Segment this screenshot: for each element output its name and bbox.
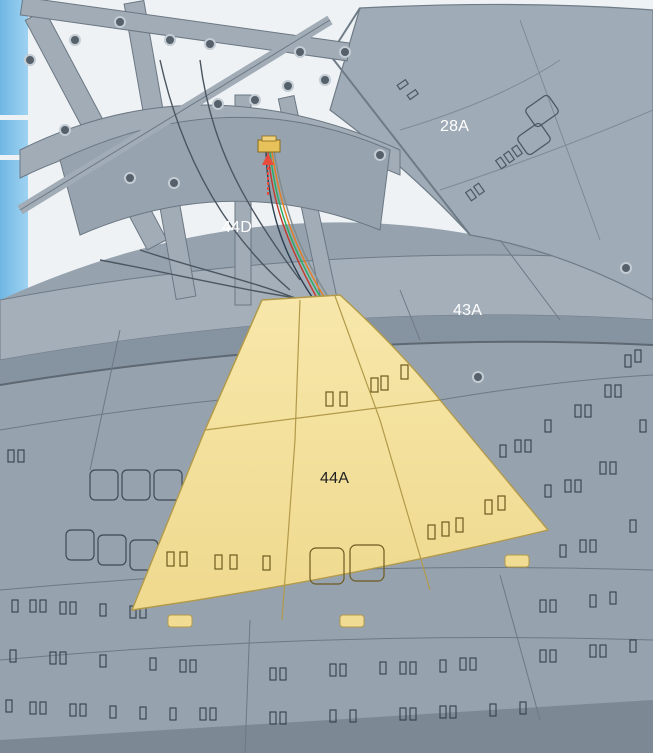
inner-frame-spokes bbox=[17, 0, 401, 306]
lower-ring-panels bbox=[65, 469, 183, 571]
frame-bolts bbox=[24, 16, 632, 383]
connector-plug-icon bbox=[257, 135, 281, 153]
lower-ring-seams bbox=[0, 239, 653, 753]
direction-arrow-icon bbox=[262, 153, 274, 195]
part-label-43a: 43A bbox=[453, 302, 483, 319]
highlighted-part-44a bbox=[130, 294, 550, 628]
part-label-44a: 44A bbox=[320, 470, 350, 487]
part-label-44d: 44D bbox=[222, 219, 252, 236]
part-label-28a: 28A bbox=[440, 118, 470, 135]
wire-bundle-icon bbox=[99, 59, 331, 301]
ring-slot-pattern bbox=[5, 349, 647, 725]
